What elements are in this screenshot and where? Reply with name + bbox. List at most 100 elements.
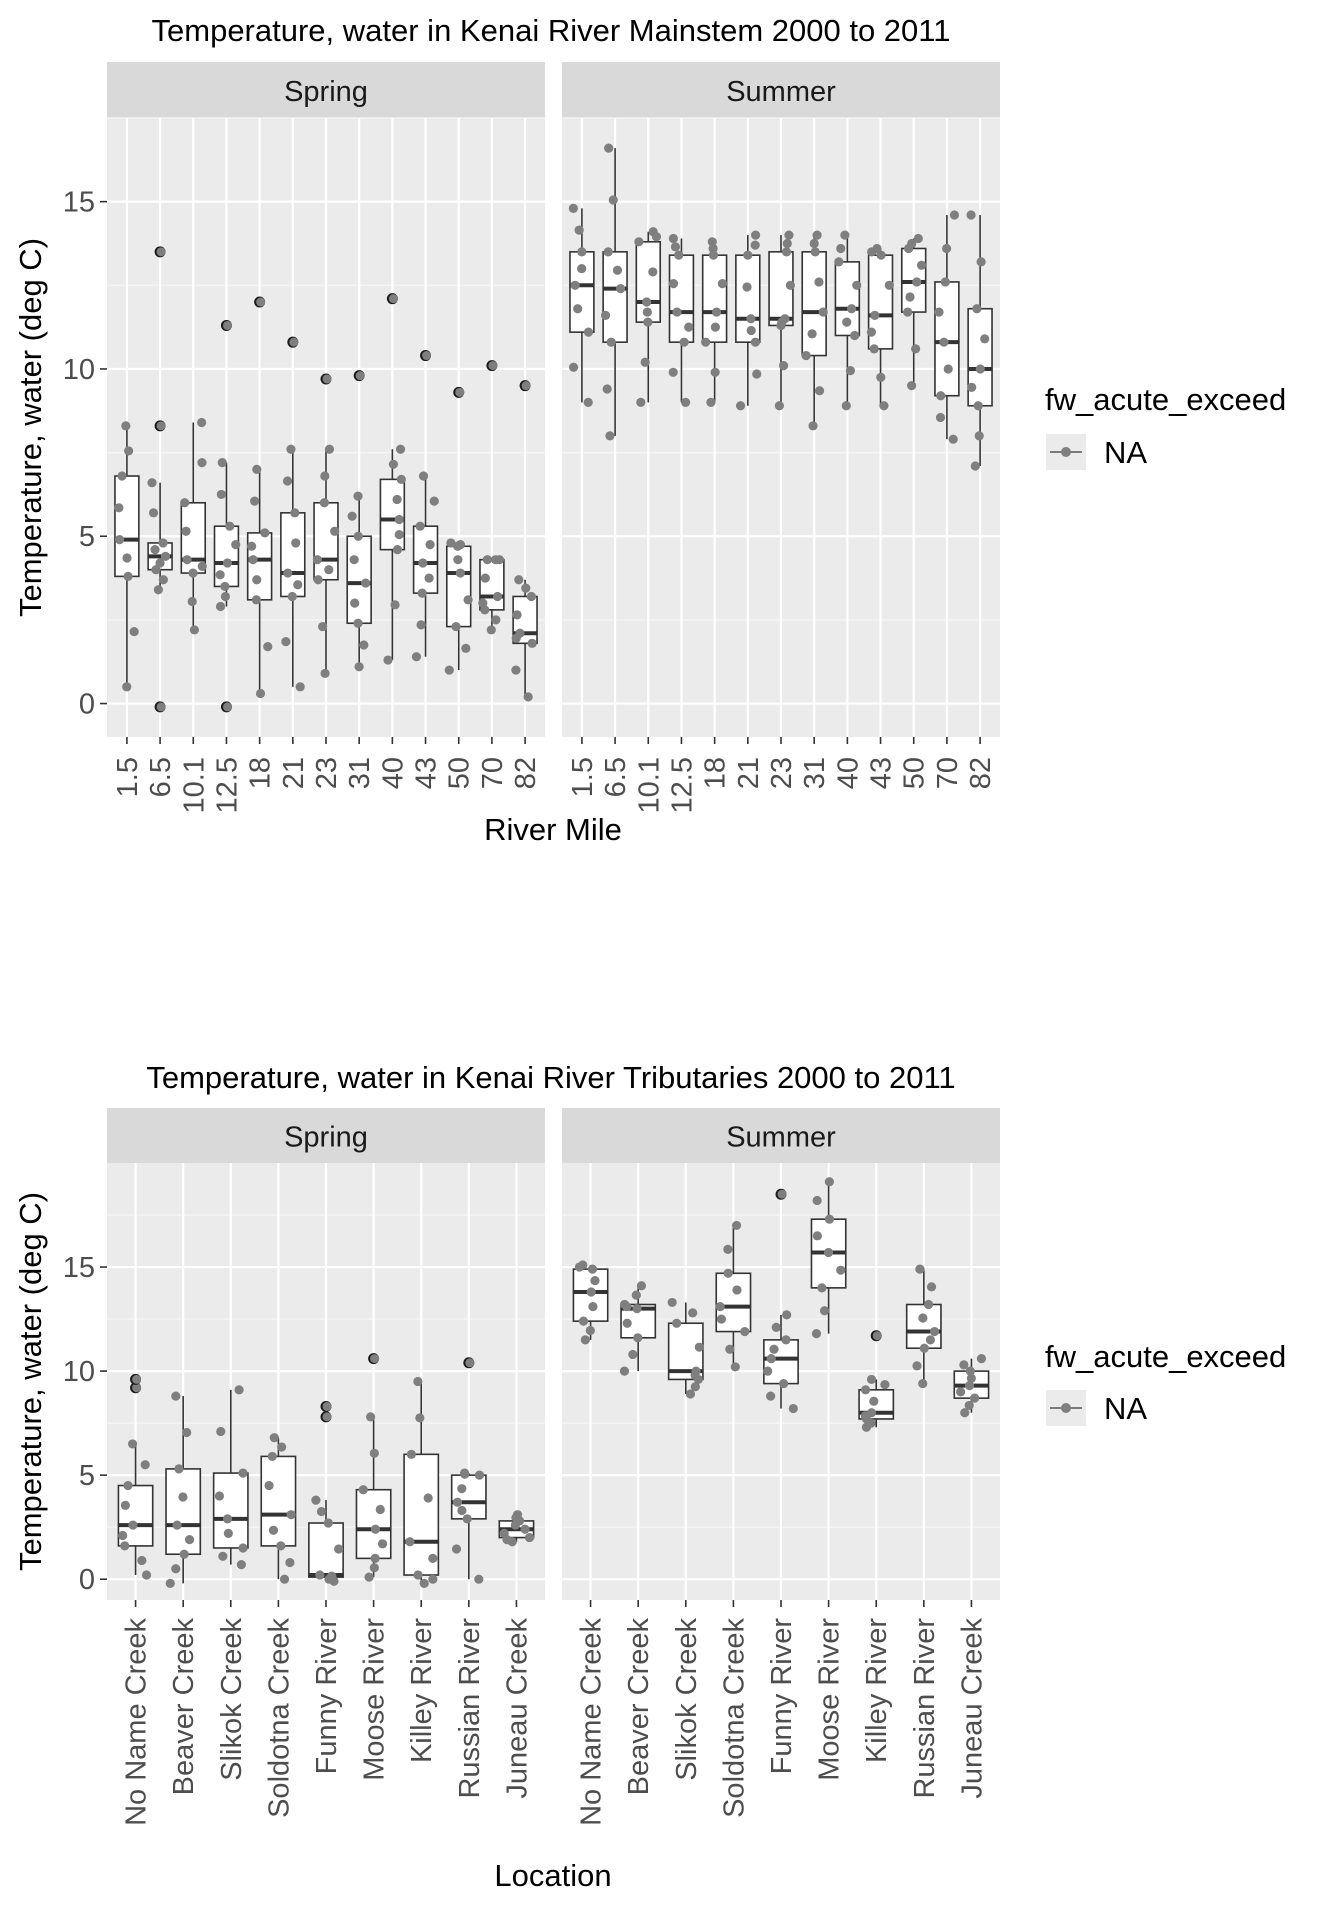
jitter-point (956, 1387, 966, 1397)
jitter-point (840, 230, 850, 240)
jitter-point (222, 1514, 233, 1524)
y-tick-label: 0 (79, 689, 95, 721)
x-tick-label: 18 (700, 757, 732, 789)
jitter-point (974, 431, 984, 441)
jitter-point (604, 143, 614, 153)
jitter-point (903, 307, 913, 317)
jitter-point (413, 1376, 423, 1387)
jitter-point (137, 1555, 147, 1566)
panel-spring: Spring 1.5 6.5 10.1 12.5 18 21 23 31 40 43 50 70 82 (107, 62, 545, 813)
jitter-point (189, 625, 200, 635)
jitter-point (286, 1510, 296, 1520)
jitter-point (491, 555, 501, 565)
jitter-point (369, 1563, 379, 1573)
jitter-point (153, 585, 163, 595)
box-43 (411, 350, 439, 662)
jitter-point (457, 1484, 467, 1494)
x-tick-label: 18 (245, 757, 277, 789)
box-beaver-creek (165, 1391, 202, 1588)
jitter-point (824, 1214, 835, 1224)
jitter-point (215, 570, 225, 580)
box-juneau-creek (498, 1510, 535, 1547)
jitter-point (918, 1313, 928, 1323)
jitter-point (907, 381, 917, 391)
jitter-point (358, 1485, 368, 1495)
jitter-point (943, 364, 953, 374)
jitter-point (313, 575, 323, 585)
box-70 (478, 360, 505, 635)
jitter-point (929, 1326, 940, 1337)
jitter-point (965, 1366, 975, 1376)
jitter-point (460, 1469, 470, 1479)
chart-title: Temperature, water in Kenai River Mainst… (152, 13, 951, 48)
jitter-point (746, 325, 756, 336)
jitter-point (766, 1354, 776, 1364)
jitter-point (876, 250, 886, 260)
x-tick-label: Funny River (311, 1618, 343, 1775)
jitter-point (807, 329, 817, 339)
jitter-point (602, 384, 612, 394)
jitter-point (461, 643, 471, 653)
jitter-point (217, 458, 227, 468)
jitter-point (668, 367, 678, 377)
jitter-point (779, 1378, 789, 1389)
jitter-point (424, 573, 434, 583)
x-tick-label: 23 (766, 757, 798, 789)
jitter-point (197, 417, 207, 428)
jitter-point (782, 1310, 792, 1320)
outlier-jitter-point (488, 361, 498, 371)
jitter-point (940, 277, 950, 287)
jitter-point (707, 237, 717, 247)
jitter-point (711, 307, 722, 317)
facet-label: Spring (284, 1122, 368, 1154)
jitter-point (480, 573, 490, 583)
jitter-point (120, 1541, 130, 1551)
box-6-5 (147, 246, 173, 713)
jitter-point (375, 1504, 385, 1515)
box-slikok-creek (667, 1297, 704, 1399)
box-1-5 (568, 203, 595, 408)
jitter-point (750, 230, 761, 240)
jitter-point (812, 1195, 822, 1206)
jitter-point (966, 1373, 976, 1383)
jitter-point (238, 1468, 248, 1478)
x-tick-label: 12.5 (211, 757, 243, 813)
facet-label: Spring (284, 76, 368, 108)
box-juneau-creek (953, 1354, 990, 1418)
x-axis-title: River Mile (484, 812, 622, 847)
jitter-point (250, 496, 260, 506)
jitter-point (717, 279, 727, 289)
jitter-point (774, 401, 784, 411)
jitter-point (967, 382, 977, 392)
outlier-jitter-point (322, 1412, 332, 1422)
jitter-point (605, 431, 615, 441)
jitter-point (359, 640, 369, 650)
jitter-point (959, 1360, 969, 1370)
box-moose-river (355, 1353, 392, 1582)
jitter-point (124, 446, 134, 456)
jitter-point (642, 297, 652, 307)
box-10-1 (180, 417, 207, 635)
jitter-point (291, 538, 301, 548)
jitter-point (948, 434, 958, 444)
jitter-point (590, 1275, 600, 1286)
outlier-jitter-point (222, 702, 232, 712)
box-body (165, 1468, 202, 1556)
jitter-point (715, 1301, 725, 1312)
box-12-5 (213, 319, 241, 713)
jitter-point (451, 1544, 462, 1554)
x-tick-label: Beaver Creek (623, 1618, 655, 1796)
jitter-point (174, 1464, 184, 1474)
jitter-point (939, 337, 949, 347)
jitter-point (428, 1553, 438, 1563)
jitter-point (418, 471, 429, 481)
x-tick-label: 70 (477, 757, 509, 789)
box-40 (379, 293, 406, 665)
jitter-point (934, 307, 944, 317)
jitter-point (942, 243, 952, 254)
jitter-point (936, 391, 946, 401)
jitter-point (636, 1281, 647, 1291)
jitter-point (694, 1342, 704, 1352)
jitter-point (215, 601, 226, 612)
